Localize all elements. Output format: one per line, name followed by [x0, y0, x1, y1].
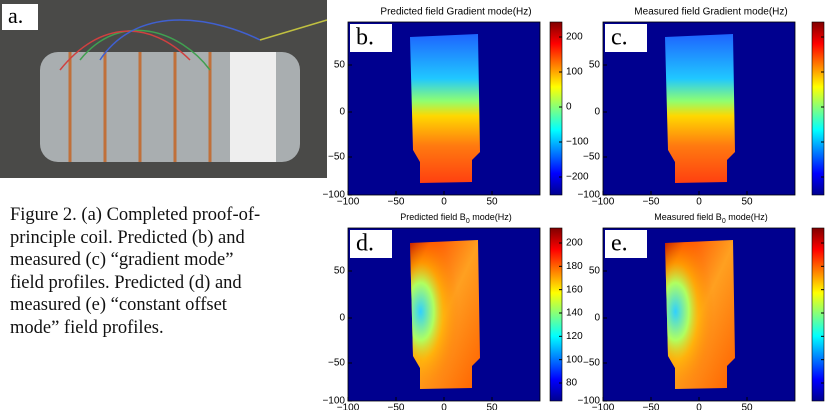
colorbar: [812, 22, 824, 195]
colorbar-tick-label: 140: [566, 308, 583, 319]
x-tick-label: 0: [696, 403, 702, 410]
x-tick-label: 50: [486, 403, 498, 410]
colorbar-tick-label: 0: [566, 102, 572, 113]
y-tick-label: 50: [334, 266, 346, 277]
panel-title: Predicted field B0 mode(Hz): [400, 212, 511, 224]
y-tick-label: 0: [339, 313, 345, 324]
caption-line: Figure 2. (a) Completed proof-of-: [10, 204, 310, 227]
panel-title: Predicted field Gradient mode(Hz): [380, 7, 531, 18]
caption-line: measured (c) “gradient mode”: [10, 249, 310, 272]
y-tick-label: 50: [589, 60, 601, 71]
y-tick-label: 0: [594, 313, 600, 324]
y-tick-label: −50: [583, 152, 600, 163]
title-text: Measured field B: [654, 212, 722, 222]
y-tick-label: 0: [339, 107, 345, 118]
colorbar-tick-label: 200: [566, 32, 583, 43]
panel: Measured field B0 mode(Hz)500−50−100−100…: [577, 212, 827, 410]
x-tick-label: −50: [643, 197, 660, 208]
colorbar: [812, 228, 824, 401]
colorbar-tick-label: 100: [566, 354, 583, 365]
panel-label: b.: [356, 25, 374, 51]
y-tick-label: −50: [328, 358, 345, 369]
caption-line: measured (e) “constant offset: [10, 294, 310, 317]
y-tick-label: 0: [594, 107, 600, 118]
x-tick-label: −50: [388, 403, 405, 410]
title-text: mode(Hz): [726, 212, 768, 222]
field-map-overlay: [665, 240, 735, 389]
panel-title: Measured field Gradient mode(Hz): [634, 7, 787, 18]
panel: Predicted field B0 mode(Hz)500−50−100−10…: [322, 212, 583, 410]
panel: Predicted field Gradient mode(Hz) 50 0 −50 −…: [322, 7, 588, 208]
caption-line: principle coil. Predicted (b) and: [10, 227, 310, 250]
colorbar-tick-label: 160: [566, 284, 583, 295]
title-text: Predicted field B: [400, 212, 466, 222]
field-map-overlay: [410, 240, 480, 389]
x-tick-label: 50: [741, 197, 753, 208]
x-tick-label: 50: [486, 197, 498, 208]
panel-label: a.: [8, 3, 23, 28]
x-tick-label: 0: [696, 197, 702, 208]
colorbar: [550, 22, 562, 195]
colorbar-tick-label: 200: [566, 238, 583, 249]
y-tick-label: −50: [583, 358, 600, 369]
x-tick-label: −100: [592, 403, 615, 410]
panel-label: d.: [356, 231, 374, 257]
panel-label: e.: [611, 231, 628, 257]
colorbar-tick-label: 120: [566, 331, 583, 342]
x-tick-label: −100: [592, 197, 615, 208]
caption-line: mode” field profiles.: [10, 317, 310, 340]
colorbar-tick-label: 80: [566, 378, 578, 389]
title-text: mode(Hz): [470, 212, 512, 222]
caption-line: field profiles. Predicted (d) and: [10, 272, 310, 295]
colorbar-tick-label: 180: [566, 261, 583, 272]
panel-title: Measured field B0 mode(Hz): [654, 212, 767, 224]
field-map: [665, 34, 735, 183]
x-tick-label: −100: [337, 403, 360, 410]
colorbar-tick-label: −100: [566, 137, 589, 148]
x-tick-label: 50: [741, 403, 753, 410]
colorbar: [550, 228, 562, 401]
x-tick-label: 0: [441, 403, 447, 410]
x-tick-label: −50: [643, 403, 660, 410]
x-tick-label: −100: [337, 197, 360, 208]
photo: a.: [0, 0, 327, 178]
x-tick-label: −50: [388, 197, 405, 208]
y-tick-label: 50: [334, 60, 346, 71]
panel: Measured field Gradient mode(Hz) 50 0 −50 −1…: [577, 7, 827, 208]
colorbar-tick-label: 100: [566, 67, 583, 78]
y-tick-label: 50: [589, 266, 601, 277]
colorbar-tick-label: −200: [566, 172, 589, 183]
x-tick-label: 0: [441, 197, 447, 208]
caption: Figure 2. (a) Completed proof-of-princip…: [10, 204, 310, 339]
y-tick-label: −50: [328, 152, 345, 163]
page: a. Predicted field Gradient mode(Hz) 50 0 −…: [0, 0, 827, 410]
panel-label: c.: [611, 25, 628, 51]
field-map: [410, 34, 480, 183]
